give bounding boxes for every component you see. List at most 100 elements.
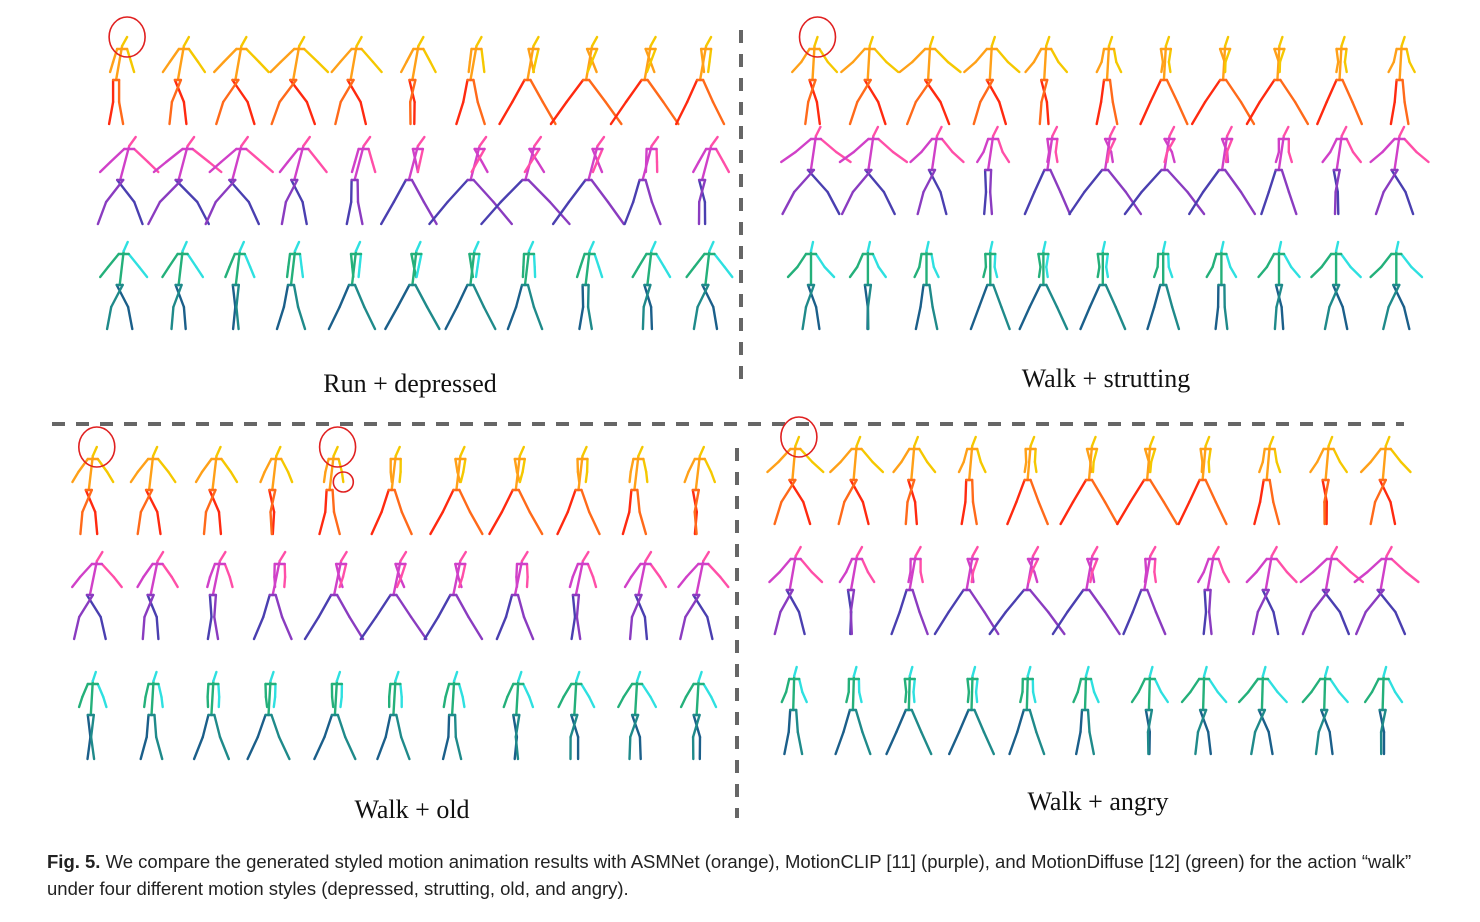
stick-figure [1059,435,1119,526]
stick-figure [359,550,428,641]
stick-figure [384,240,441,331]
highlight-circle [798,16,837,58]
stick-figure [551,135,625,226]
stick-figure [840,35,900,126]
stick-figure [948,665,995,756]
figure-row-top-right-motiondiffuse [786,240,1424,331]
stick-figure [139,670,164,761]
stick-figure [194,445,239,536]
stick-figure [224,240,256,331]
figure-row-bottom-left-motiondiffuse [77,670,718,761]
stick-figure [1146,240,1181,331]
stick-figure [1008,665,1046,756]
stick-figure [107,16,146,126]
stick-figure [495,550,535,641]
stick-figure [549,35,623,126]
stick-figure [161,240,205,331]
stick-figure [204,135,274,226]
stick-figure [829,435,885,526]
stick-figure [791,16,839,126]
stick-figure [502,670,535,761]
stick-figure [913,240,940,331]
stick-figure [327,240,377,331]
stick-figure [575,240,604,331]
stick-figure [1051,545,1121,636]
stick-figure [786,240,836,331]
stick-figure [1079,240,1127,331]
stick-figure [617,670,658,761]
highlight-circle [780,416,818,458]
panel-caption-bottom-left: Walk + old [354,795,470,824]
stick-figure [838,125,909,216]
stick-figure [848,240,887,331]
stick-figure [1309,435,1349,526]
stick-figure [892,435,937,526]
stick-figure [780,125,852,216]
stick-figure [212,35,270,126]
figure-row-bottom-left-motionclip [70,550,730,641]
stick-figure [609,35,680,126]
stick-figure [444,240,497,331]
highlight-circle [78,426,116,468]
figure-row-top-left-asmnet [107,16,726,126]
stick-figure [1024,35,1069,126]
highlight-circle [332,471,355,493]
stick-figure [480,135,571,226]
stick-figure [1257,240,1301,331]
stick-figure [147,135,223,226]
stick-figure [898,35,962,126]
stick-figure [318,426,357,536]
stick-figure [269,35,330,126]
figure-row-top-left-motiondiffuse [98,240,734,331]
stick-figure [1301,665,1349,756]
stick-figure [556,445,601,536]
stick-figure [506,240,544,331]
stick-figure [275,240,307,331]
figure-row-bottom-right-motionclip [768,545,1420,636]
figure-caption: Fig. 5. We compare the generated styled … [47,848,1447,902]
stick-figure [129,445,177,536]
stick-figure [957,435,987,526]
stick-figure [206,550,234,641]
stick-figure [675,35,726,126]
stick-figure [1205,240,1238,331]
stick-figure [330,35,383,126]
stick-figure [423,550,484,641]
stick-figure [1245,545,1298,636]
stick-figure [488,445,544,536]
stick-figure [890,545,929,636]
stick-figure [683,445,716,536]
stick-figure [1122,545,1167,636]
panel-caption-bottom-right: Walk + angry [1027,787,1169,816]
stick-figure [1095,35,1123,126]
stick-figure [1353,545,1420,636]
motion-comparison-figure [52,16,1430,818]
stick-figure [885,665,933,756]
stick-figure [498,35,557,126]
stick-figure [1177,435,1228,526]
figure-row-top-right-motionclip [780,125,1430,216]
stick-figure [621,445,649,536]
stick-figure [623,550,668,641]
stick-figure [1187,125,1257,216]
highlight-circle [318,426,357,468]
figure-row-bottom-left-asmnet [71,426,716,536]
stick-figure [679,670,718,761]
stick-figure [455,35,486,126]
stick-figure [1072,665,1100,756]
stick-figure [1369,240,1424,331]
stick-figure [909,125,965,216]
stick-figure [246,670,291,761]
stick-figure [400,35,437,126]
stick-figure [685,240,734,331]
stick-figure [1139,35,1189,126]
stick-figure [1316,35,1364,126]
stick-figure [376,670,411,761]
stick-figure [380,135,438,226]
stick-figure [1018,240,1069,331]
stick-figure [1321,125,1363,216]
stick-figure [1196,545,1231,636]
highlight-circle [108,16,146,58]
stick-figure [1006,435,1049,526]
